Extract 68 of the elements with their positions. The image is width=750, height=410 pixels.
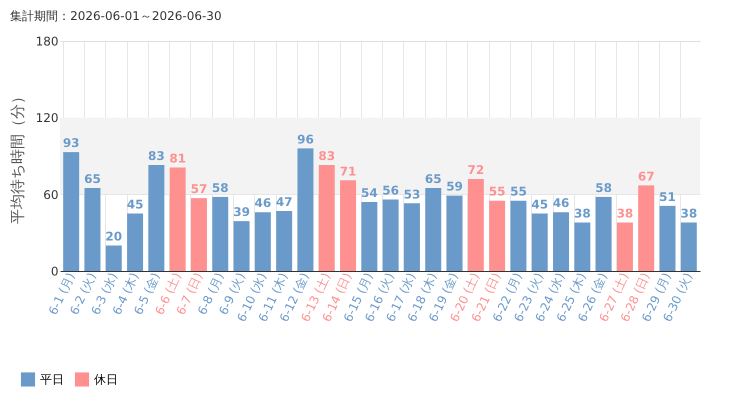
bar [297,148,314,271]
data-label: 59 [446,180,463,194]
y-tick-label: 180 [36,34,58,48]
y-tick-label: 120 [36,111,58,126]
data-label: 47 [276,194,293,209]
data-label: 51 [659,190,676,204]
bar [660,206,676,271]
bar [510,200,526,271]
data-label: 58 [595,180,612,195]
data-label: 83 [148,148,165,163]
bar [340,180,356,271]
legend-label: 平日 [40,372,64,386]
bar [190,198,207,271]
data-label: 20 [105,229,122,244]
bar [425,188,442,271]
data-label: 57 [190,182,208,196]
data-label: 45 [531,198,548,212]
data-label: 93 [62,136,80,150]
data-label: 53 [404,187,420,202]
bar [468,179,484,271]
y-axis-title: 平均待ち時間（分） [8,89,27,224]
data-label: 67 [638,169,655,184]
data-label: 38 [616,206,634,220]
data-label: 38 [680,206,698,220]
bar [616,222,633,271]
bar [382,199,399,271]
data-label: 56 [382,183,399,198]
y-tick-label: 60 [43,188,58,202]
bar [532,214,548,271]
data-label: 71 [340,164,356,178]
bar [553,212,570,271]
bar [318,164,335,271]
legend-label: 休日 [94,372,118,386]
bar [596,196,612,271]
bar [446,196,463,271]
data-label: 46 [254,196,272,210]
y-tick-label: 0 [50,264,58,278]
data-label: 83 [318,148,336,163]
bar [638,185,654,271]
bar [404,203,420,271]
bar [361,202,378,271]
data-label: 55 [510,184,527,199]
chart-title: 集計期間：2026-06-01～2026-06-30 [10,9,222,23]
data-label: 96 [297,132,314,146]
bar [63,152,80,271]
data-label: 72 [467,163,484,177]
bar [212,196,228,271]
bar [106,245,122,271]
data-label: 81 [169,152,186,166]
bar [127,214,144,271]
bar [84,188,100,271]
bar [254,212,271,271]
bar [234,221,250,271]
bar [574,222,590,271]
data-label: 55 [488,184,506,199]
data-label: 58 [212,180,229,195]
data-label: 38 [574,206,591,220]
bar [276,210,292,271]
data-label: 46 [552,196,570,210]
bar [680,222,697,271]
data-label: 65 [424,172,442,186]
data-label: 39 [233,205,250,220]
data-label: 45 [126,198,144,212]
bar [170,168,186,271]
data-label: 65 [84,172,101,186]
bar [148,164,164,271]
data-label: 54 [361,186,378,200]
bar [489,200,506,271]
